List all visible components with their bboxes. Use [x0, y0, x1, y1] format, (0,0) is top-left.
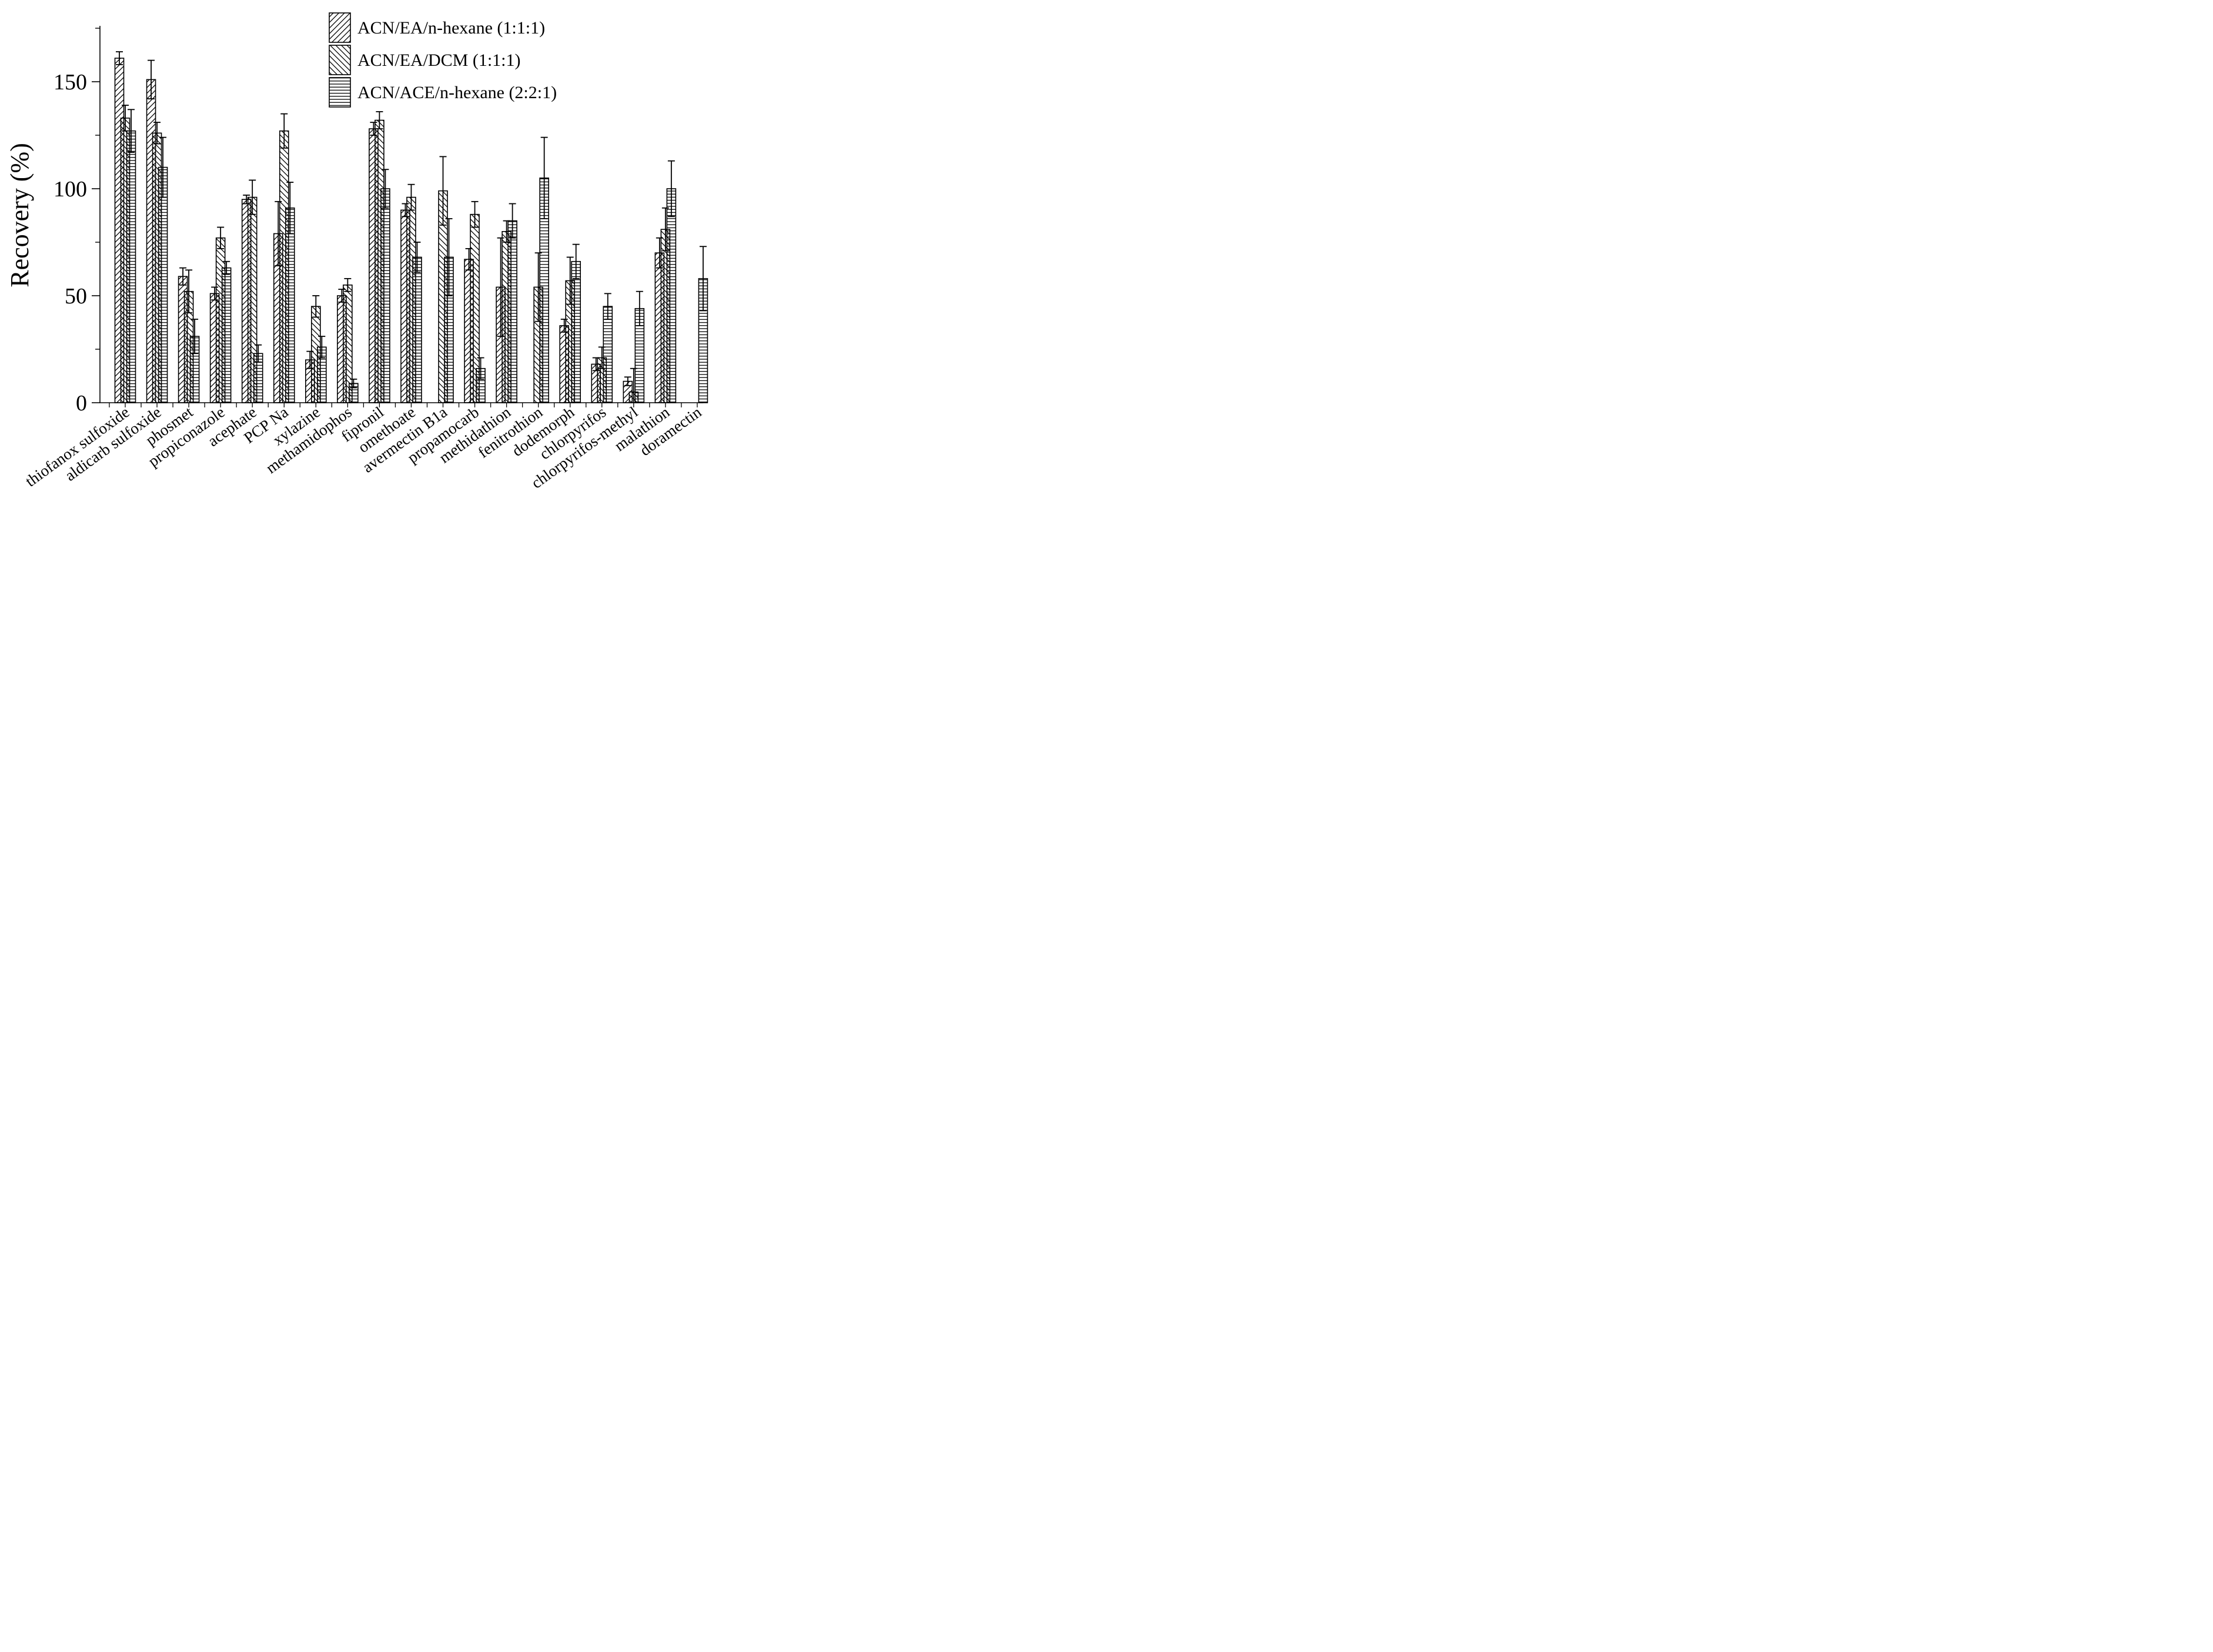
bar-group [507, 220, 517, 403]
y-tick-label: 0 [76, 391, 87, 416]
legend-item: ACN/ACE/n-hexane (2:2:1) [329, 77, 557, 108]
legend-swatch-diagonal-backward [329, 45, 351, 75]
legend-swatch-horizontal [329, 77, 351, 108]
bar [221, 267, 232, 403]
bar [507, 220, 517, 403]
legend-swatch-diagonal-forward [329, 12, 351, 43]
bar [571, 260, 581, 403]
bar-group [285, 207, 295, 403]
bar [285, 207, 295, 403]
y-tick-label: 150 [54, 70, 87, 95]
bar-group [412, 256, 422, 403]
legend-label: ACN/EA/DCM (1:1:1) [357, 51, 521, 70]
legend-label: ACN/EA/n-hexane (1:1:1) [357, 18, 545, 38]
bar [412, 256, 422, 403]
bar-group [571, 260, 581, 403]
bar [380, 188, 390, 403]
y-tick-label: 50 [65, 284, 87, 309]
legend-item: ACN/EA/n-hexane (1:1:1) [329, 12, 545, 43]
bar-group [126, 130, 136, 403]
bar [158, 166, 168, 403]
y-tick-label: 100 [54, 177, 87, 202]
bar-group [380, 188, 390, 403]
legend-label: ACN/ACE/n-hexane (2:2:1) [357, 83, 557, 102]
figure-page: 0 50 100 150 thiofanox sulfoxide aldicarb sul… [0, 0, 738, 551]
bar [666, 188, 677, 403]
bar-group [221, 267, 232, 403]
bar-group [158, 166, 168, 403]
bar [603, 306, 613, 403]
y-axis-title: Recovery (%) [5, 143, 34, 287]
legend-item: ACN/EA/DCM (1:1:1) [329, 45, 521, 75]
bar [126, 130, 136, 403]
bar-group [603, 306, 613, 403]
bar-group [666, 188, 677, 403]
